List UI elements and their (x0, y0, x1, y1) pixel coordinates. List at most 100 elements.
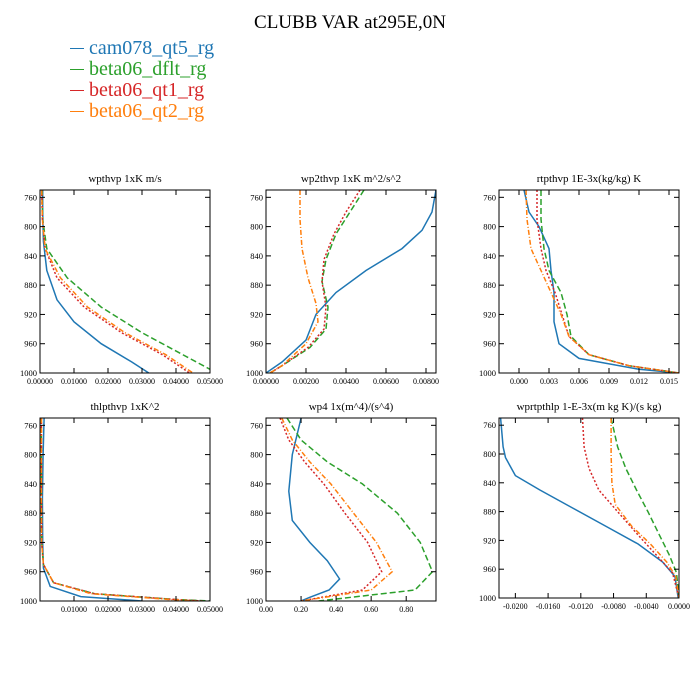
panel-3: rtpthvp 1E-3x(kg/kg) K 760 800 840 880 920 960… (479, 173, 680, 386)
series-line-cam078_qt5_rg (499, 418, 679, 598)
legend: cam078_qt5_rg beta06_dflt_rg beta06_qt1_… (70, 38, 214, 122)
y-tick-label: 880 (483, 507, 496, 517)
series-group (279, 418, 434, 601)
legend-label: beta06_dflt_rg (89, 58, 207, 80)
x-tick-label: -0.0080 (601, 602, 626, 611)
panel-title: wprtpthlp 1-E-3x(m kg K)/(s kg) (517, 401, 662, 413)
series-line-beta06_qt2_rg (281, 418, 394, 601)
x-tick-label: 0.006 (570, 377, 588, 386)
y-tick-label: 920 (24, 309, 37, 319)
x-tick-label: 0.00600 (373, 377, 399, 386)
x-tick-label: 0.003 (540, 377, 558, 386)
x-tick-label: 0.02000 (95, 377, 121, 386)
series-line-beta06_qt1_rg (40, 190, 191, 373)
x-tick-label: 0.01000 (61, 605, 87, 614)
series-line-beta06_qt1_rg (536, 190, 679, 373)
panel-title: wp2thvp 1xK m^2/s^2 (301, 173, 401, 185)
y-tick-label: 760 (483, 420, 496, 430)
y-tick-label: 960 (483, 339, 496, 349)
panel-4: thlpthvp 1xK^2 760 800 840 880 920 960 1000 0.01… (20, 401, 223, 614)
series-line-cam078_qt5_rg (288, 418, 341, 601)
x-tick-label: 0.0000 (668, 602, 690, 611)
series-line-beta06_qt2_rg (525, 190, 679, 373)
panel-2: wp2thvp 1xK m^2/s^2 760 800 840 880 920 960 100… (246, 173, 439, 386)
x-tick-label: 0.04000 (163, 377, 189, 386)
plot-frame (39, 189, 211, 374)
x-tick-label: 0.00200 (293, 377, 319, 386)
y-tick-label: 1000 (20, 596, 37, 606)
plot-frame (498, 189, 680, 374)
series-line-cam078_qt5_rg (523, 190, 679, 373)
x-tick-label: 0.00800 (413, 377, 439, 386)
series-group (40, 418, 210, 601)
panel-title: thlpthvp 1xK^2 (90, 401, 159, 413)
y-tick-label: 920 (250, 537, 263, 547)
y-tick-label: 840 (483, 478, 496, 488)
y-tick-label: 920 (250, 309, 263, 319)
x-tick-label: 0.80 (399, 605, 413, 614)
x-tick-label: 0.05000 (197, 377, 223, 386)
y-tick-label: 840 (483, 251, 496, 261)
chart-title: CLUBB VAR at295E,0N (254, 12, 446, 33)
series-group (266, 190, 436, 373)
series-group (523, 190, 679, 373)
y-tick-label: 800 (24, 450, 37, 460)
panel-title: rtpthvp 1E-3x(kg/kg) K (537, 173, 642, 185)
series-line-beta06_qt1_rg (581, 418, 679, 598)
y-tick-label: 800 (250, 450, 263, 460)
plot-frame (265, 417, 437, 602)
legend-swatch (70, 48, 84, 49)
y-tick-label: 800 (24, 222, 37, 232)
x-tick-label: -0.0200 (503, 602, 528, 611)
y-tick-label: 800 (250, 222, 263, 232)
y-tick-label: 840 (250, 479, 263, 489)
legend-swatch (70, 90, 84, 91)
x-tick-label: 0.01000 (61, 377, 87, 386)
y-tick-label: 760 (483, 192, 496, 202)
y-tick-label: 840 (24, 479, 37, 489)
y-tick-label: 840 (250, 251, 263, 261)
x-tick-label: 0.00000 (27, 377, 53, 386)
panel-1: wpthvp 1xK m/s 760 800 840 880 920 960 10000.00… (20, 173, 223, 386)
y-tick-label: 960 (250, 567, 263, 577)
series-line-beta06_qt2_rg (40, 418, 197, 601)
series-line-beta06_dflt_rg (40, 418, 210, 601)
y-tick-label: 960 (250, 339, 263, 349)
x-tick-label: 0.60 (364, 605, 378, 614)
y-tick-label: 880 (24, 508, 37, 518)
y-tick-label: 960 (24, 567, 37, 577)
y-tick-label: 840 (24, 251, 37, 261)
series-line-beta06_qt2_rg (610, 418, 679, 598)
series-line-beta06_qt1_rg (269, 190, 361, 373)
y-tick-label: 880 (483, 280, 496, 290)
y-tick-label: 1000 (479, 368, 496, 378)
legend-label: beta06_qt1_rg (89, 79, 205, 101)
x-tick-label: 0.009 (600, 377, 618, 386)
x-tick-label: 0.012 (630, 377, 648, 386)
legend-item-beta06-dflt: beta06_dflt_rg (70, 59, 214, 80)
panel-6: wprtpthlp 1-E-3x(m kg K)/(s kg) 760 800 840… (479, 401, 690, 611)
legend-swatch (70, 69, 84, 70)
y-tick-label: 880 (250, 508, 263, 518)
legend-label: beta06_qt2_rg (89, 100, 205, 122)
x-tick-label: -0.0040 (634, 602, 659, 611)
legend-item-cam078: cam078_qt5_rg (70, 38, 214, 59)
panel-title: wp4 1x(m^4)/(s^4) (309, 401, 394, 413)
panel-5: wp4 1x(m^4)/(s^4)76080084088092096010000… (246, 401, 437, 614)
x-tick-label: 0.02000 (95, 605, 121, 614)
series-line-beta06_qt1_rg (40, 418, 204, 601)
panel-title: wpthvp 1xK m/s (88, 173, 161, 185)
x-tick-label: 0.04000 (163, 605, 189, 614)
y-tick-label: 1000 (246, 368, 263, 378)
x-tick-label: 0.03000 (129, 605, 155, 614)
legend-label: cam078_qt5_rg (89, 37, 215, 59)
series-group (40, 190, 210, 373)
x-tick-label: 0.05000 (197, 605, 223, 614)
series-line-beta06_qt1_rg (279, 418, 383, 601)
y-tick-label: 880 (24, 280, 37, 290)
series-line-beta06_qt2_rg (269, 190, 319, 373)
series-line-beta06_dflt_rg (41, 190, 210, 370)
series-line-beta06_qt2_rg (40, 190, 194, 373)
y-tick-label: 960 (483, 564, 496, 574)
